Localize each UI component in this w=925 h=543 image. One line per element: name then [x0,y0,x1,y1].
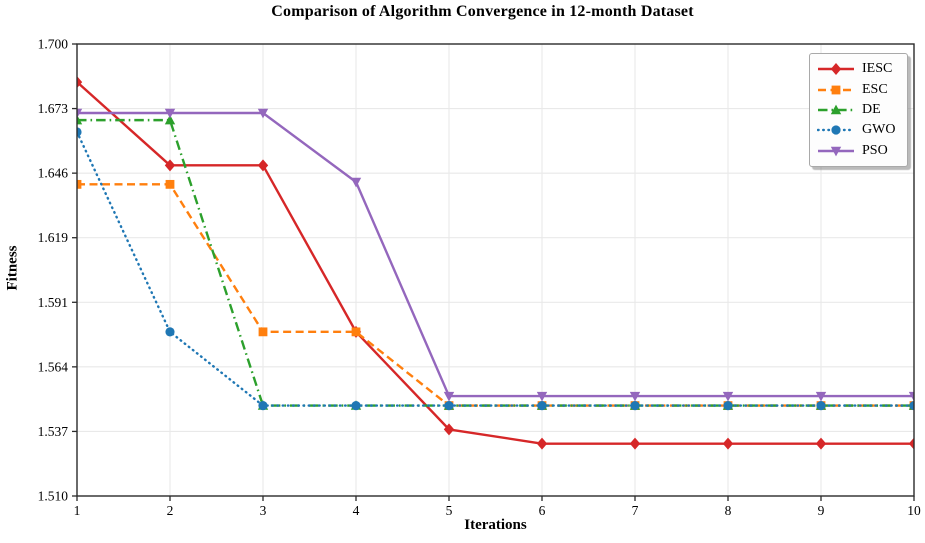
chart-title: Comparison of Algorithm Convergence in 1… [271,3,694,20]
legend-swatch-gwo [817,125,855,136]
y-tick-label: 1.537 [38,424,69,439]
legend-label-de: DE [862,102,881,118]
legend-label-pso: PSO [862,142,888,158]
y-tick-label: 1.591 [38,295,68,310]
series-gwo [77,127,914,411]
series-de [77,114,914,410]
legend-label-esc: ESC [862,81,888,97]
legend-swatch-esc [818,85,854,95]
legend: IESC ESC DE GWO PSO [809,53,908,167]
y-tick-label: 1.510 [38,489,69,504]
legend-item-gwo: GWO [817,120,899,140]
legend-label-gwo: GWO [862,122,896,138]
x-tick-label: 6 [539,503,546,518]
legend-item-pso: PSO [817,141,899,161]
x-tick-label: 8 [725,503,732,518]
x-tick-label: 2 [167,503,174,518]
x-tick-label: 9 [818,503,825,518]
legend-swatch-pso [818,146,854,157]
legend-item-esc: ESC [817,79,899,99]
y-tick-label: 1.564 [38,359,69,374]
y-tick-label: 1.700 [38,37,69,52]
y-tick-label: 1.619 [38,230,69,245]
x-tick-label: 7 [632,503,639,518]
x-tick-label: 3 [260,503,267,518]
legend-swatch-iesc [818,63,854,76]
x-tick-label: 10 [907,503,921,518]
axis-ticks: 1.510 1.537 1.564 1.591 1.619 1.646 1.673 1.700… [38,37,921,519]
legend-label-iesc: IESC [862,61,893,77]
legend-item-de: DE [817,100,899,120]
x-tick-label: 4 [353,503,360,518]
x-tick-label: 1 [74,503,81,518]
series-pso [77,108,914,402]
y-tick-label: 1.673 [38,101,69,116]
series-esc [77,179,914,410]
series-group [77,76,914,450]
y-tick-label: 1.646 [38,166,69,181]
legend-item-iesc: IESC [817,59,899,79]
legend-swatch-de [818,104,854,115]
plot-frame [76,43,915,497]
x-tick-label: 5 [446,503,453,518]
series-iesc [77,76,914,450]
x-axis-label: Iterations [464,517,527,533]
gridlines [77,44,914,496]
